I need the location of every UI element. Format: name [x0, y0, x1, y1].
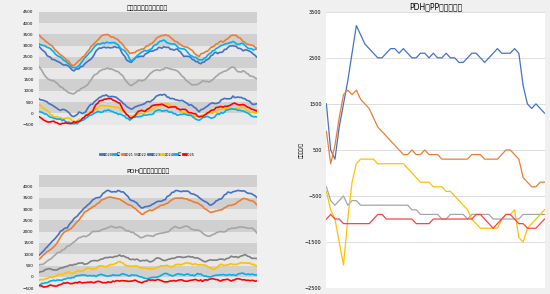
2024 [541, 217, 548, 221]
2020 [353, 24, 360, 27]
Bar [39, 187, 257, 198]
2024 [344, 222, 351, 225]
2021 [323, 130, 329, 133]
2024 [460, 217, 466, 221]
2024 [404, 217, 411, 221]
2021 [344, 88, 351, 92]
Bar [39, 198, 257, 209]
2023 [344, 217, 351, 221]
Title: PDH制丙烯毛利（周）: PDH制丙烯毛利（周） [126, 169, 169, 174]
Line: 2021: 2021 [326, 90, 544, 187]
2021 [529, 185, 535, 188]
2023 [409, 171, 415, 175]
2022 [529, 213, 535, 216]
Title: PDH制PP毛利（周）: PDH制PP毛利（周） [409, 2, 462, 11]
2023 [323, 190, 329, 193]
2020 [447, 56, 454, 60]
2022 [469, 213, 475, 216]
2021 [340, 93, 347, 96]
2020 [541, 111, 548, 115]
2023 [447, 190, 454, 193]
2020 [434, 56, 441, 60]
Line: 2024: 2024 [326, 214, 544, 228]
2023 [473, 222, 480, 225]
Bar [39, 68, 257, 79]
2021 [430, 153, 437, 156]
Bar [39, 220, 257, 232]
Bar [39, 23, 257, 34]
2022 [541, 213, 548, 216]
2023 [340, 263, 347, 267]
2020 [344, 79, 351, 83]
2020 [473, 51, 480, 55]
Bar [39, 12, 257, 23]
2021 [404, 153, 411, 156]
Bar [39, 265, 257, 277]
2021 [443, 157, 449, 161]
2020 [323, 102, 329, 106]
2024 [469, 217, 475, 221]
Bar [39, 57, 257, 68]
2022 [323, 185, 329, 188]
Y-axis label: 单位：元/吨: 单位：元/吨 [299, 142, 304, 158]
2024 [430, 217, 437, 221]
2022 [460, 213, 466, 216]
Line: 2022: 2022 [326, 187, 544, 219]
2022 [438, 217, 445, 221]
Bar [39, 277, 257, 288]
2024 [443, 217, 449, 221]
Bar [39, 79, 257, 91]
Line: 2020: 2020 [326, 26, 544, 159]
2022 [400, 203, 406, 207]
Bar [39, 113, 257, 125]
2023 [434, 185, 441, 188]
Bar [39, 91, 257, 102]
2023 [541, 208, 548, 212]
2024 [490, 226, 497, 230]
2024 [323, 217, 329, 221]
2021 [541, 181, 548, 184]
2021 [460, 157, 466, 161]
2021 [469, 153, 475, 156]
Title: 裂解价差利润指数（周）: 裂解价差利润指数（周） [127, 5, 168, 11]
Legend: 2020, 小幅, 2021, 2022, 2023, 2024, 华北, 2025: 2020, 小幅, 2021, 2022, 2023, 2024, 华北, 20… [100, 153, 195, 157]
Bar [39, 34, 257, 46]
2020 [409, 56, 415, 60]
Bar [39, 46, 257, 57]
2020 [332, 157, 338, 161]
Bar [39, 102, 257, 113]
Line: 2023: 2023 [326, 159, 544, 265]
2022 [340, 194, 347, 198]
2023 [464, 208, 471, 212]
2023 [358, 157, 364, 161]
Bar [39, 209, 257, 220]
2020 [464, 56, 471, 60]
2022 [426, 213, 432, 216]
Bar [39, 232, 257, 243]
2024 [327, 213, 334, 216]
Bar [39, 243, 257, 254]
Bar [39, 254, 257, 265]
